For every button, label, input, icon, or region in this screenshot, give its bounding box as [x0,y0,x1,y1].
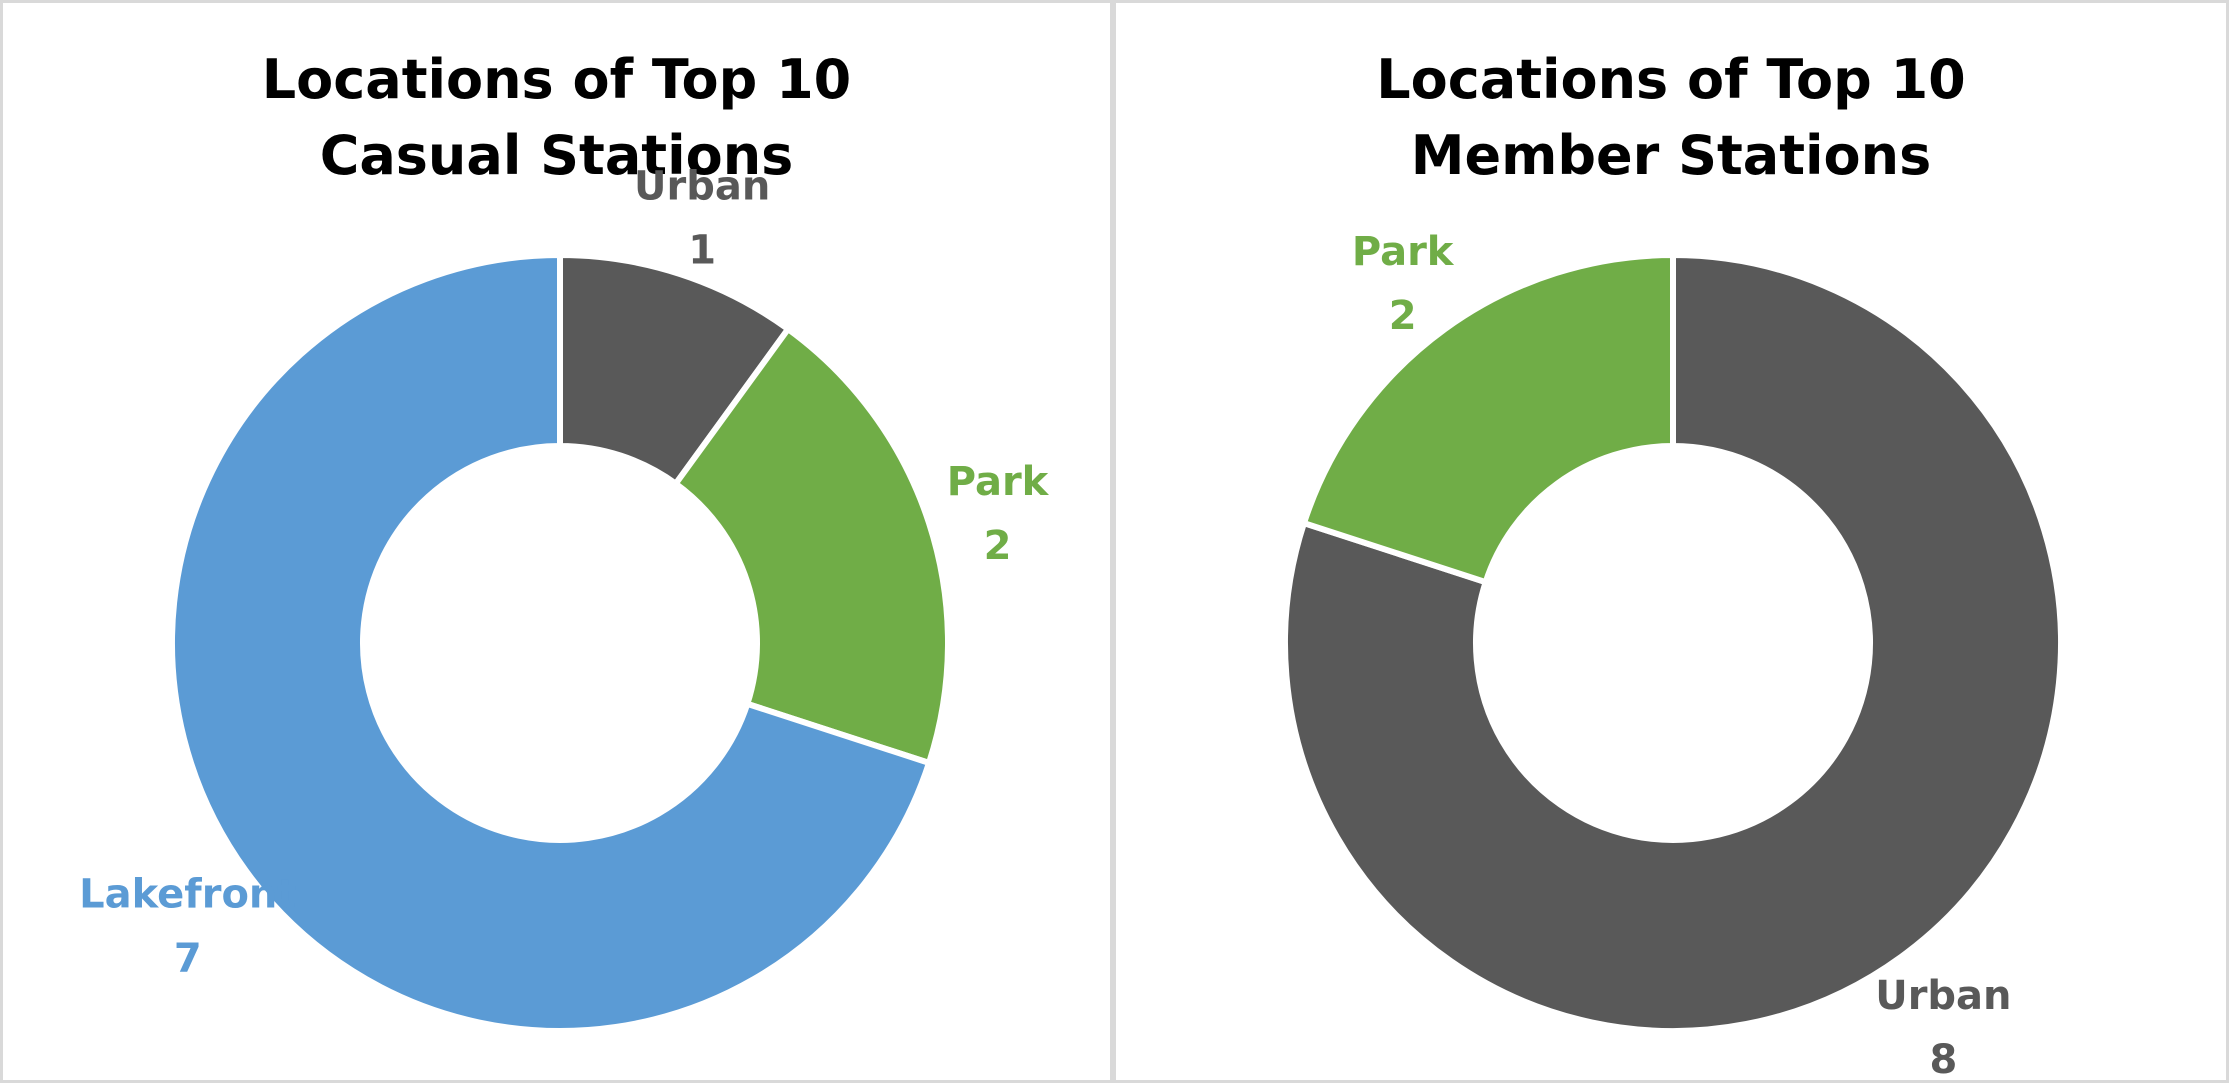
chart-title-line-1: Locations of Top 10 [1376,48,1966,111]
doughnut-chart-member: Urban 8 Park 2 [1282,229,2064,1083]
doughnut-slice-urban [1282,251,2064,1034]
data-label-category: Park [1352,229,1455,275]
doughnut-slice-lakefront [169,251,933,1034]
data-label-category: Lakefront [79,871,296,917]
data-label-park: Park 2 [947,459,1050,569]
chart-panel-member: Locations of Top 10 Member Stations Urba… [1113,0,2229,1083]
data-label-value: 7 [174,935,202,981]
doughnut-slice-park [1300,251,1676,586]
chart-title-line-2: Casual Stations [319,124,794,187]
data-label-park: Park 2 [1352,229,1455,339]
chart-title-line-1: Locations of Top 10 [261,48,852,111]
chart-panel-casual: Locations of Top 10 Casual Stations Urba… [0,0,1113,1083]
data-label-value: 8 [1929,1037,1957,1083]
data-label-category: Park [947,459,1050,505]
data-label-category: Urban [1875,973,2011,1019]
doughnut-slice-park [671,324,951,767]
data-label-urban: Urban 8 [1875,973,2011,1083]
data-label-value: 1 [688,228,716,274]
chart-title-line-2: Member Stations [1410,124,1932,187]
data-label-urban: Urban 1 [634,164,770,274]
data-label-value: 2 [1389,293,1417,339]
data-label-lakefront: Lakefront 7 [79,871,296,981]
data-label-category: Urban [634,164,770,210]
doughnut-chart-casual: Urban 1 Park 2 Lakefront 7 [79,164,1050,1034]
data-label-value: 2 [984,523,1012,569]
